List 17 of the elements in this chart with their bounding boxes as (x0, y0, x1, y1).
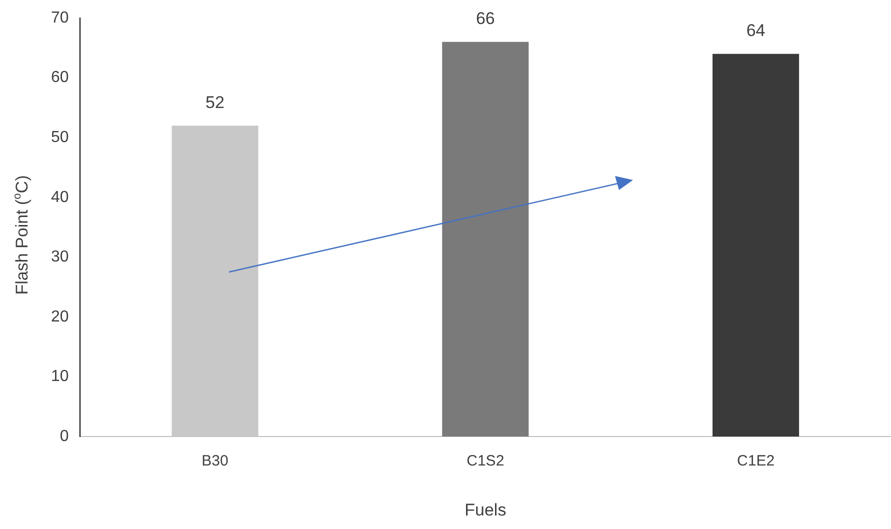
data-label: 64 (746, 21, 766, 40)
y-tick-label: 20 (51, 308, 69, 326)
bar (442, 42, 529, 437)
data-label: 66 (476, 9, 495, 28)
data-label: 52 (206, 92, 224, 112)
y-tick-label: 40 (51, 188, 69, 206)
y-tick-label: 30 (51, 248, 69, 266)
y-tick-label: 70 (51, 9, 69, 26)
x-tick-label: C1S2 (466, 452, 504, 470)
bar (712, 54, 800, 437)
y-tick-label: 60 (51, 69, 69, 86)
x-tick-label: C1E2 (737, 452, 775, 470)
x-tick-label: B30 (202, 452, 228, 470)
y-tick-label: 10 (51, 368, 69, 386)
y-tick-label: 50 (51, 129, 69, 146)
x-axis-title: Fuels (464, 500, 506, 520)
y-tick-label: 0 (60, 428, 69, 446)
